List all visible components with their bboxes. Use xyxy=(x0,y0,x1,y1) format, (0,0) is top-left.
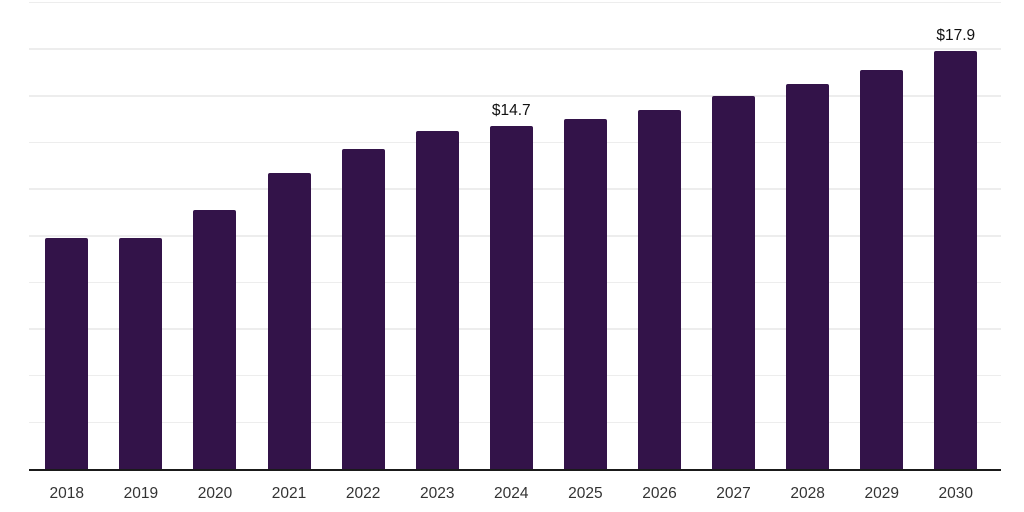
x-axis-line xyxy=(29,468,1001,471)
x-axis-label: 2020 xyxy=(197,485,233,502)
x-axis-label: 2029 xyxy=(864,485,899,502)
gridline xyxy=(29,95,1001,97)
x-axis-label: 2022 xyxy=(345,485,381,502)
gridline xyxy=(29,1,1001,4)
bar xyxy=(489,126,533,469)
bar xyxy=(786,84,830,469)
x-axis-label: 2025 xyxy=(568,485,603,502)
bar xyxy=(267,172,311,469)
x-axis-label: 2023 xyxy=(419,485,455,502)
bar xyxy=(193,210,237,469)
bar xyxy=(415,130,459,469)
x-axis-label: 2018 xyxy=(49,485,85,502)
x-axis-label: 2028 xyxy=(790,485,825,502)
bar xyxy=(341,149,385,469)
bar xyxy=(45,238,89,469)
x-axis-label: 2021 xyxy=(271,485,307,502)
bar xyxy=(934,51,978,469)
x-axis-label: 2030 xyxy=(938,485,974,502)
bar xyxy=(119,238,163,469)
bar xyxy=(563,119,607,469)
bar xyxy=(712,95,756,469)
bar xyxy=(860,70,904,469)
gridline xyxy=(29,48,1001,50)
x-axis-label: 2027 xyxy=(716,485,751,502)
x-axis-label: 2026 xyxy=(642,485,677,502)
bar xyxy=(637,109,681,469)
x-axis-label: 2019 xyxy=(123,485,159,502)
bar-value-label: $17.9 xyxy=(936,27,976,45)
x-axis-label: 2024 xyxy=(494,485,529,502)
bar-value-label: $14.7 xyxy=(491,102,531,120)
